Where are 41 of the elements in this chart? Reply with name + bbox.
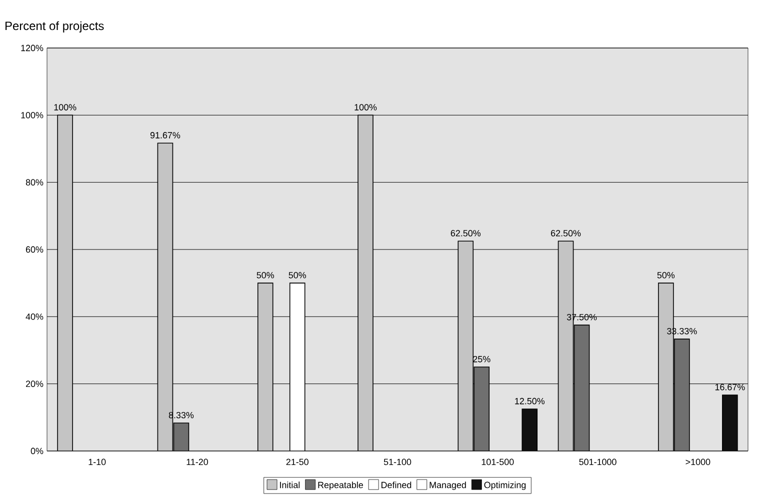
legend-label: Optimizing — [484, 482, 526, 490]
y-tick-label: 60% — [26, 246, 44, 253]
legend-label: Defined — [382, 482, 412, 488]
y-tick-label: 0% — [30, 448, 44, 454]
y-tick-label: 80% — [26, 179, 44, 186]
bar — [358, 114, 374, 451]
bar — [722, 394, 738, 451]
data-label: 50% — [256, 272, 274, 278]
x-tick-label: 101-500 — [482, 458, 514, 466]
bar — [474, 366, 490, 451]
x-tick-label: 21-50 — [286, 458, 308, 466]
legend-label: Initial — [280, 482, 300, 488]
data-label: 50% — [657, 272, 675, 278]
legend-label: Managed — [430, 482, 466, 490]
y-tick-label: 100% — [21, 112, 44, 118]
data-label: 100% — [54, 104, 76, 110]
y-tick-label: 20% — [26, 380, 44, 387]
y-axis-title: Percent of projects — [6, 21, 104, 32]
x-tick-label: >1000 — [686, 458, 710, 466]
bar — [57, 114, 73, 451]
x-tick-label: 51-100 — [384, 458, 412, 466]
bar — [257, 282, 274, 451]
y-tick-label: 120% — [21, 44, 44, 52]
data-label: 62.50% — [551, 230, 581, 236]
x-tick-label: 1-10 — [88, 458, 106, 466]
data-label: 25% — [473, 356, 490, 362]
bar — [522, 408, 538, 451]
data-label: 12.50% — [515, 398, 545, 404]
data-label: 50% — [288, 272, 306, 278]
bar — [173, 422, 190, 451]
data-label: 16.67% — [715, 384, 745, 390]
legend-label: Repeatable — [318, 482, 363, 490]
bar — [574, 324, 590, 451]
data-label: 91.67% — [150, 132, 180, 138]
x-tick-label: 11-20 — [186, 458, 208, 466]
data-label: 62.50% — [450, 230, 481, 236]
y-tick-label: 40% — [26, 313, 44, 320]
bar — [458, 240, 474, 451]
data-label: 100% — [354, 104, 377, 110]
x-tick-label: 501-1000 — [579, 458, 616, 466]
bar — [674, 338, 690, 451]
